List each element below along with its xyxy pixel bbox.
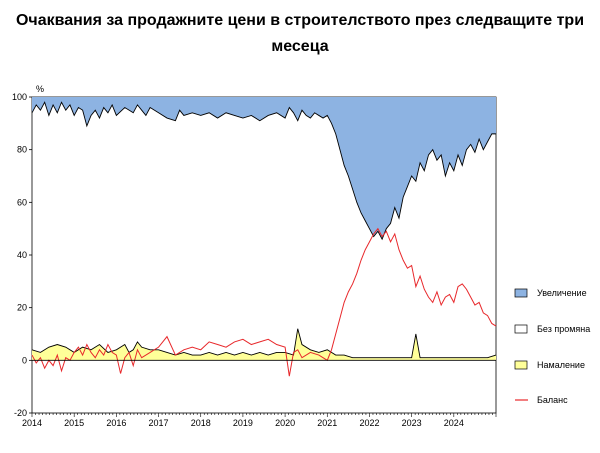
y-tick-label: 20: [17, 303, 27, 313]
chart-title-line-1: Очаквания за продажните цени в строителс…: [15, 12, 585, 29]
x-tick-label: 2020: [275, 418, 295, 428]
y-tick-label: 100: [12, 92, 27, 102]
area-layer: [31, 97, 497, 377]
x-tick-label: 2015: [64, 418, 84, 428]
legend-swatch: [514, 360, 528, 370]
y-axis-label: %: [36, 84, 44, 94]
x-tick-label: 2019: [233, 418, 253, 428]
legend-swatch: [514, 288, 528, 298]
series-decrease-area: [32, 328, 496, 361]
chart-title: Очаквания за продажните цени в строителс…: [0, 8, 600, 60]
x-tick-label: 2014: [22, 418, 42, 428]
x-tick-label: 2022: [359, 418, 379, 428]
x-tick-label: 2018: [191, 418, 211, 428]
x-tick-label: 2016: [106, 418, 126, 428]
x-tick-label: 2017: [149, 418, 169, 428]
x-tick-label: 2024: [444, 418, 464, 428]
legend-label: Баланс: [537, 395, 568, 405]
y-tick-label: 0: [22, 355, 27, 365]
legend-label: Без промяна: [537, 324, 590, 334]
x-tick-label: 2021: [317, 418, 337, 428]
axis-layer: -20 0 20 40 60 80 100% 2014 2015 2016 2017 2018 2019…: [12, 84, 497, 428]
legend-label: Увеличение: [537, 288, 587, 298]
y-tick-label: 60: [17, 197, 27, 207]
legend-label: Намаление: [537, 360, 585, 370]
series-increase-line: [31, 101, 496, 241]
x-tick-label: 2023: [402, 418, 422, 428]
series-balance-line: [31, 227, 497, 377]
legend-swatch: [514, 324, 528, 334]
y-tick-label: -20: [14, 408, 27, 418]
y-tick-label: 80: [17, 145, 27, 155]
chart-title-line-2: месеца: [271, 38, 329, 55]
legend: Увеличение Без промяна Намаление Баланс: [514, 288, 590, 405]
y-tick-label: 40: [17, 250, 27, 260]
series-increase-area: [32, 97, 496, 240]
series-decrease-line: [31, 328, 497, 359]
